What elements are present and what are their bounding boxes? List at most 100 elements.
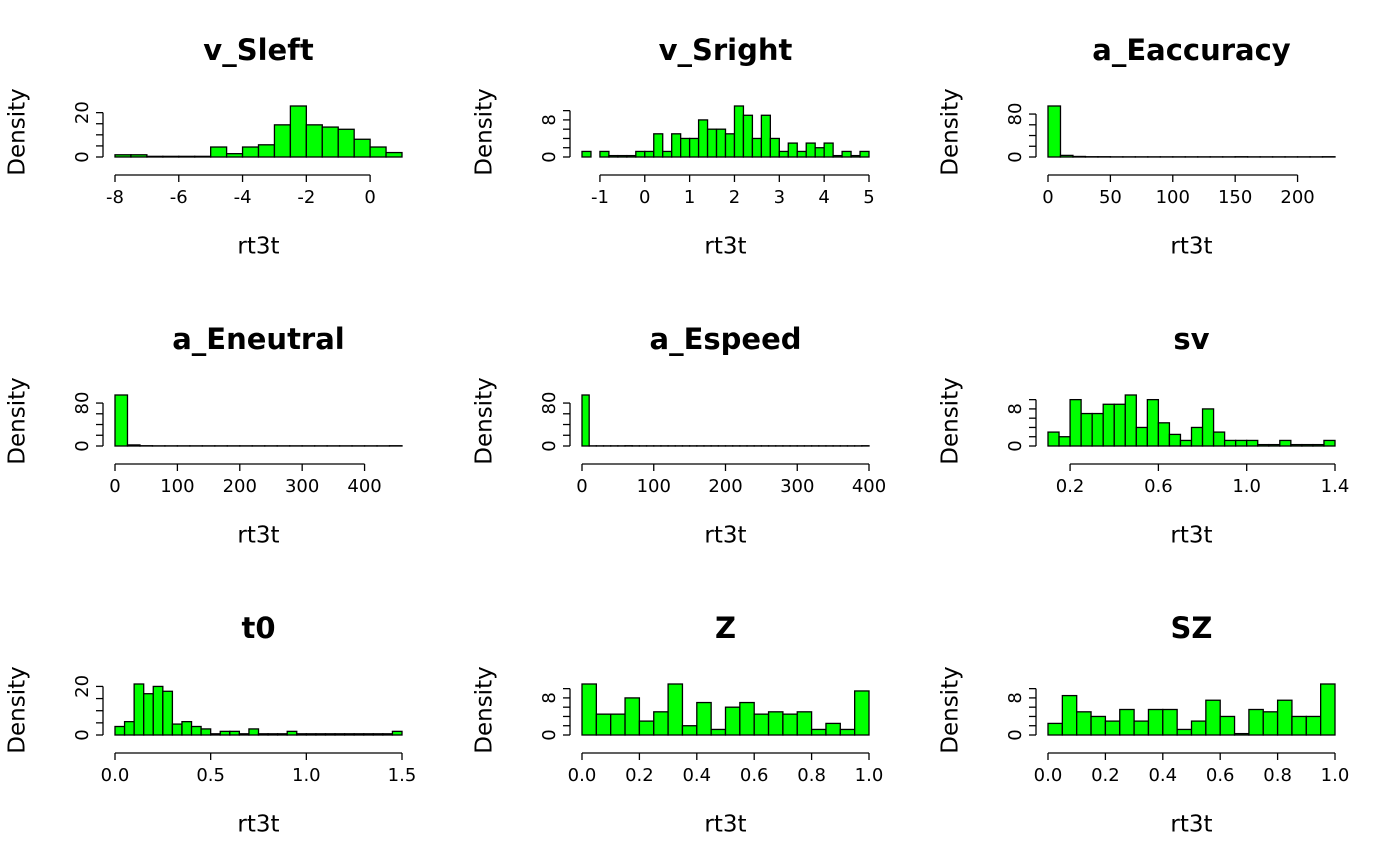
bar xyxy=(1223,439,1237,447)
bar xyxy=(769,137,780,158)
x-tick-label: -8 xyxy=(106,187,124,208)
x-tick-label: 0.0 xyxy=(1034,765,1063,786)
y-tick-label: 20 xyxy=(72,101,93,124)
bar xyxy=(1157,422,1171,447)
x-tick-label: 1.0 xyxy=(1232,476,1261,497)
bar xyxy=(343,733,355,736)
bar xyxy=(315,733,327,736)
bar xyxy=(229,730,241,736)
bar xyxy=(581,394,590,447)
bar xyxy=(210,146,228,158)
x-tick-label: 0.8 xyxy=(1263,765,1292,786)
y-tick-label: 8 xyxy=(539,114,560,125)
x-tick-label: 5 xyxy=(863,187,874,208)
bar xyxy=(321,126,339,158)
y-tick-label: 8 xyxy=(1005,692,1026,703)
x-tick-label: 0.2 xyxy=(1056,476,1085,497)
bar xyxy=(1072,155,1087,158)
y-axis-label: Density xyxy=(5,88,31,175)
bar xyxy=(1312,443,1325,447)
bar xyxy=(225,153,244,158)
panel-title: a_Eaccuracy xyxy=(1092,33,1291,67)
bar xyxy=(1147,708,1164,736)
y-tick-label: 0 xyxy=(539,729,560,740)
x-axis-label: rt3t xyxy=(1170,234,1212,260)
bar xyxy=(1301,443,1314,447)
bar xyxy=(662,150,673,158)
bar xyxy=(1235,439,1248,447)
bar xyxy=(372,733,384,736)
bar xyxy=(697,119,709,158)
bar xyxy=(610,713,626,736)
bar xyxy=(353,733,365,736)
x-axis-label: rt3t xyxy=(704,234,746,260)
bar xyxy=(385,151,403,158)
bar xyxy=(581,150,592,158)
bar xyxy=(1320,683,1336,736)
bar xyxy=(724,133,736,158)
bar xyxy=(1190,720,1207,736)
x-tick-label: 0.0 xyxy=(101,765,130,786)
x-axis-label: rt3t xyxy=(237,523,279,549)
bar xyxy=(667,683,684,736)
y-axis-label: Density xyxy=(5,377,31,464)
x-tick-label: 0 xyxy=(109,476,120,497)
bar xyxy=(1219,715,1236,736)
bar xyxy=(257,144,276,158)
y-tick-label: 8 xyxy=(1005,403,1026,414)
x-tick-label: 0 xyxy=(576,476,587,497)
x-tick-label: 1.0 xyxy=(855,765,884,786)
panel-title: a_Espeed xyxy=(650,322,802,356)
bar xyxy=(859,150,870,158)
bar xyxy=(248,728,260,736)
x-tick-label: 100 xyxy=(637,476,671,497)
bar xyxy=(751,137,763,158)
x-tick-label: 2 xyxy=(729,187,740,208)
bar xyxy=(787,142,798,158)
bar xyxy=(152,685,164,736)
bar xyxy=(123,720,135,736)
x-axis-label: rt3t xyxy=(1170,523,1212,549)
bar xyxy=(200,728,212,736)
bar xyxy=(1257,443,1270,447)
bar xyxy=(839,728,856,736)
y-axis-label: Density xyxy=(472,88,498,175)
bar xyxy=(130,154,148,158)
bar xyxy=(1133,720,1150,736)
x-tick-label: 3 xyxy=(774,187,785,208)
bar xyxy=(1146,398,1160,447)
bar xyxy=(653,133,664,158)
x-tick-label: 150 xyxy=(1218,187,1252,208)
panel-title: a_Eneutral xyxy=(172,322,345,356)
y-tick-label: 80 xyxy=(1005,103,1026,126)
bar xyxy=(146,155,164,158)
bar xyxy=(1080,412,1093,447)
bar xyxy=(739,701,755,736)
bar xyxy=(635,150,646,158)
bar xyxy=(296,733,307,736)
panel-title: t0 xyxy=(241,611,275,645)
x-tick-label: 0 xyxy=(364,187,375,208)
x-tick-label: 0.4 xyxy=(682,765,711,786)
bar xyxy=(1305,715,1322,736)
bar xyxy=(126,444,141,447)
bar xyxy=(210,733,221,736)
bar xyxy=(114,394,129,447)
x-tick-label: 0.6 xyxy=(1206,765,1235,786)
y-tick-label: 0 xyxy=(1005,729,1026,740)
bar xyxy=(1176,728,1193,736)
bar xyxy=(644,150,655,158)
bar xyxy=(114,725,126,736)
bar xyxy=(1290,443,1303,447)
x-tick-label: 400 xyxy=(347,476,381,497)
panel-title: Z xyxy=(715,611,736,645)
bar xyxy=(832,154,843,158)
bar xyxy=(238,733,250,736)
bar xyxy=(194,155,212,158)
y-tick-label: 0 xyxy=(539,440,560,451)
bar xyxy=(1276,699,1293,736)
bar xyxy=(181,720,193,736)
x-axis-label: rt3t xyxy=(704,523,746,549)
bar xyxy=(681,725,698,736)
